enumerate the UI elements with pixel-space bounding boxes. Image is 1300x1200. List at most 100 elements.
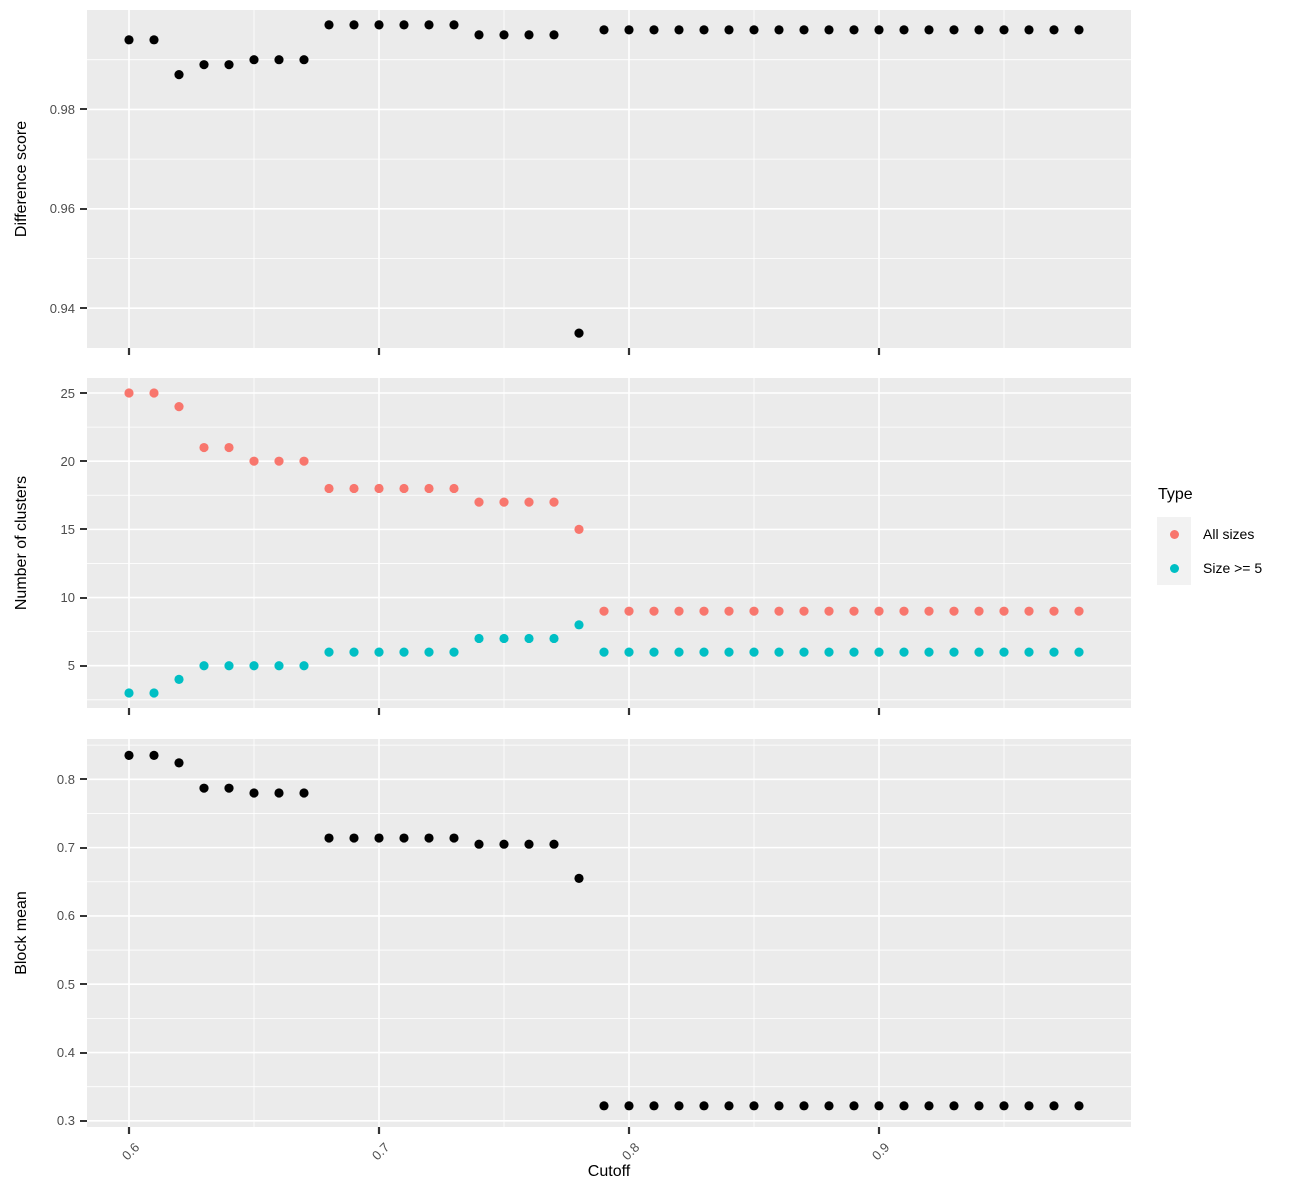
y-tick-label: 0.5 — [56, 976, 75, 992]
y-tick-label: 0.96 — [49, 201, 75, 217]
data-point — [849, 1101, 859, 1111]
y-tick-label: 0.7 — [56, 840, 75, 856]
data-point — [599, 647, 609, 657]
data-point — [674, 25, 684, 35]
data-point — [249, 55, 259, 65]
data-point — [174, 402, 184, 412]
data-point — [874, 647, 884, 657]
data-point — [974, 1101, 984, 1111]
data-point — [849, 647, 859, 657]
data-point — [749, 606, 759, 616]
data-point — [924, 25, 934, 35]
y-tick-mark — [80, 460, 87, 463]
data-point — [1074, 1101, 1084, 1111]
data-point — [624, 1101, 634, 1111]
data-point — [1049, 606, 1059, 616]
data-point — [424, 647, 434, 657]
data-point — [724, 1101, 734, 1111]
data-point — [999, 1101, 1009, 1111]
data-point — [699, 606, 709, 616]
data-point — [399, 647, 409, 657]
data-point — [774, 647, 784, 657]
panel-background — [87, 10, 1131, 348]
data-point — [924, 606, 934, 616]
data-point — [274, 788, 284, 798]
y-tick-mark — [80, 778, 87, 781]
data-point — [749, 1101, 759, 1111]
y-tick-mark — [80, 1051, 87, 1054]
y-tick-mark — [80, 596, 87, 599]
data-point — [574, 873, 584, 883]
x-axis-title: Cutoff — [587, 1163, 631, 1180]
data-point — [449, 647, 459, 657]
data-point — [849, 25, 859, 35]
data-point — [199, 60, 209, 70]
data-point — [824, 25, 834, 35]
data-point — [1024, 606, 1034, 616]
data-point — [299, 661, 309, 671]
data-point — [399, 20, 409, 30]
data-point — [1074, 606, 1084, 616]
data-point — [1024, 25, 1034, 35]
y-tick-label: 0.4 — [56, 1045, 75, 1061]
size-ge5-dot-icon — [1169, 563, 1179, 573]
y-tick-mark — [80, 1119, 87, 1122]
data-point — [474, 839, 484, 849]
data-point — [799, 647, 809, 657]
y-tick-mark — [80, 528, 87, 531]
data-point — [274, 456, 284, 466]
x-tick-label: 0.6 — [118, 1139, 143, 1164]
data-point — [324, 647, 334, 657]
y-tick-mark — [80, 846, 87, 849]
data-point — [1024, 1101, 1034, 1111]
data-point — [599, 1101, 609, 1111]
data-point — [1074, 647, 1084, 657]
data-point — [399, 833, 409, 843]
data-point — [474, 30, 484, 40]
panel-background — [87, 739, 1131, 1127]
data-point — [224, 60, 234, 70]
data-point — [199, 661, 209, 671]
x-tick-label: 0.9 — [868, 1139, 893, 1164]
data-point — [549, 497, 559, 507]
data-point — [749, 647, 759, 657]
data-point — [324, 833, 334, 843]
data-point — [299, 788, 309, 798]
data-point — [1049, 25, 1059, 35]
data-point — [849, 606, 859, 616]
data-point — [149, 35, 159, 45]
legend-key — [1157, 517, 1191, 551]
data-point — [449, 833, 459, 843]
data-point — [249, 788, 259, 798]
data-point — [1049, 647, 1059, 657]
panel-number-of-clusters — [87, 378, 1131, 715]
data-point — [449, 20, 459, 30]
data-point — [174, 70, 184, 80]
y-tick-label: 0.94 — [49, 300, 75, 316]
data-point — [224, 783, 234, 793]
panel-block-mean — [87, 739, 1131, 1134]
data-point — [899, 606, 909, 616]
data-point — [424, 20, 434, 30]
data-point — [999, 647, 1009, 657]
panel-background — [87, 378, 1131, 708]
data-point — [649, 1101, 659, 1111]
data-point — [149, 750, 159, 760]
legend-key — [1157, 551, 1191, 585]
data-point — [624, 25, 634, 35]
y-tick-label: 10 — [60, 590, 75, 606]
y-tick-mark — [80, 108, 87, 111]
data-point — [949, 25, 959, 35]
data-point — [149, 688, 159, 698]
data-point — [474, 497, 484, 507]
data-point — [1024, 647, 1034, 657]
data-point — [199, 442, 209, 453]
data-point — [974, 25, 984, 35]
data-point — [299, 55, 309, 65]
data-point — [924, 647, 934, 657]
data-point — [499, 839, 509, 849]
data-point — [674, 606, 684, 616]
data-point — [974, 606, 984, 616]
data-point — [174, 674, 184, 684]
data-point — [774, 1101, 784, 1111]
